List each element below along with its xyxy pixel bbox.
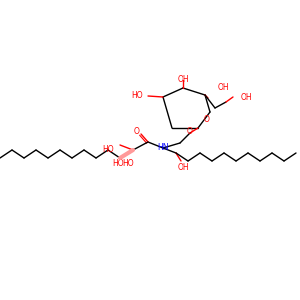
Text: HO: HO: [102, 145, 114, 154]
Text: O: O: [204, 116, 210, 124]
Text: HO: HO: [122, 158, 134, 167]
Text: O: O: [134, 127, 140, 136]
Text: OH: OH: [177, 75, 189, 84]
Text: O: O: [187, 128, 193, 136]
Text: HO: HO: [131, 92, 143, 100]
Text: HO: HO: [112, 158, 124, 167]
Text: OH: OH: [177, 163, 189, 172]
Text: OH: OH: [241, 92, 253, 101]
Text: OH: OH: [218, 83, 230, 92]
Text: HN: HN: [157, 143, 169, 152]
